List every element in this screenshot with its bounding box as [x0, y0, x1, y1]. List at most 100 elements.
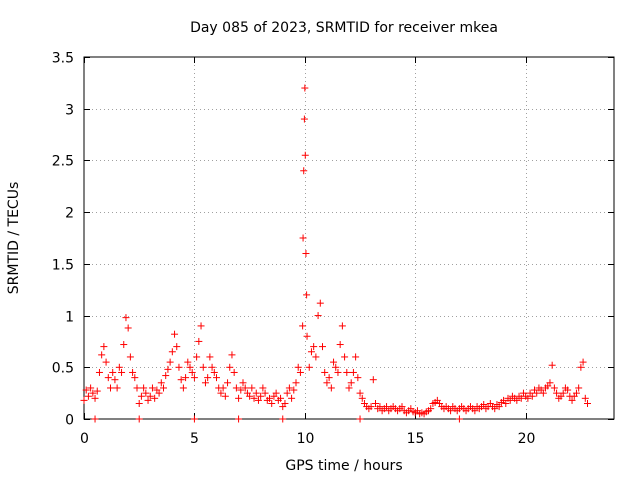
data-point	[332, 363, 340, 371]
data-point	[237, 386, 245, 394]
data-point	[447, 407, 455, 415]
data-point	[575, 384, 583, 392]
data-point	[524, 394, 532, 402]
data-point	[131, 374, 139, 382]
data-point	[102, 358, 110, 366]
data-point	[349, 368, 357, 376]
data-point	[248, 384, 256, 392]
data-point	[283, 389, 291, 397]
data-point	[219, 384, 227, 392]
data-point	[345, 384, 353, 392]
data-point	[299, 322, 307, 330]
data-point	[190, 415, 198, 423]
data-point	[241, 384, 249, 392]
data-point	[111, 376, 119, 384]
data-point	[137, 392, 145, 400]
x-tick-label: 10	[297, 431, 315, 447]
data-point	[572, 389, 580, 397]
ticks	[84, 57, 614, 420]
gridlines	[84, 57, 614, 419]
data-point	[266, 394, 273, 402]
data-point	[182, 374, 190, 382]
data-point	[338, 322, 346, 330]
data-point	[135, 399, 143, 407]
data-point	[502, 399, 510, 407]
data-point	[257, 392, 265, 400]
data-point	[113, 384, 121, 392]
data-point	[294, 363, 302, 371]
data-point	[239, 379, 247, 387]
data-point	[208, 363, 216, 371]
data-point	[100, 343, 108, 351]
data-point	[164, 365, 172, 373]
data-point	[268, 399, 276, 407]
data-point	[252, 389, 260, 397]
data-point	[261, 389, 269, 397]
data-point	[310, 343, 318, 351]
data-point	[204, 374, 212, 382]
data-point	[491, 405, 499, 413]
data-point	[272, 389, 280, 397]
x-tick-label: 5	[190, 431, 199, 447]
data-point	[254, 396, 262, 404]
data-point	[577, 363, 585, 371]
data-point	[495, 403, 503, 411]
data-point	[173, 343, 181, 351]
data-point	[367, 403, 375, 411]
data-point	[548, 361, 556, 369]
data-point	[277, 394, 285, 402]
data-point	[162, 372, 170, 380]
data-point	[91, 394, 99, 402]
data-point	[539, 389, 547, 397]
data-point	[80, 396, 88, 404]
data-point	[303, 291, 311, 299]
data-point	[213, 374, 220, 382]
data-point	[376, 403, 384, 411]
data-point	[279, 415, 287, 423]
data-point	[550, 384, 558, 392]
data-point	[528, 392, 536, 400]
data-point	[120, 341, 128, 349]
data-point	[171, 330, 179, 338]
data-point	[312, 353, 320, 361]
data-point	[98, 351, 106, 359]
data-point	[160, 384, 167, 392]
data-point	[480, 401, 488, 409]
data-point	[224, 379, 232, 387]
data-point	[197, 322, 205, 330]
data-point	[166, 358, 174, 366]
data-point	[126, 353, 134, 361]
y-tick-label: 1.5	[52, 258, 74, 274]
data-point	[221, 392, 229, 400]
data-point	[292, 379, 300, 387]
data-point	[87, 384, 95, 392]
data-point	[319, 343, 326, 351]
data-point	[281, 399, 289, 407]
data-point	[115, 363, 123, 371]
data-point	[107, 384, 114, 392]
data-point	[568, 396, 576, 404]
data-points	[80, 84, 591, 423]
data-point	[301, 84, 309, 92]
data-point	[109, 368, 117, 376]
data-point	[581, 394, 589, 402]
data-point	[129, 368, 137, 376]
data-point	[300, 167, 308, 175]
data-point	[89, 389, 97, 397]
data-point	[228, 351, 236, 359]
y-tick-label: 0	[65, 413, 74, 429]
y-tick-label: 3	[65, 103, 74, 119]
data-point	[301, 151, 309, 159]
data-point	[330, 358, 338, 366]
data-point	[82, 386, 90, 394]
y-tick-label: 2.5	[52, 154, 74, 170]
data-point	[179, 384, 187, 392]
y-tick-label: 3.5	[52, 51, 74, 67]
data-point	[584, 399, 591, 407]
data-point	[336, 341, 344, 349]
data-point	[206, 353, 214, 361]
x-tick-label: 0	[80, 431, 89, 447]
data-point	[553, 389, 561, 397]
data-point	[564, 386, 572, 394]
